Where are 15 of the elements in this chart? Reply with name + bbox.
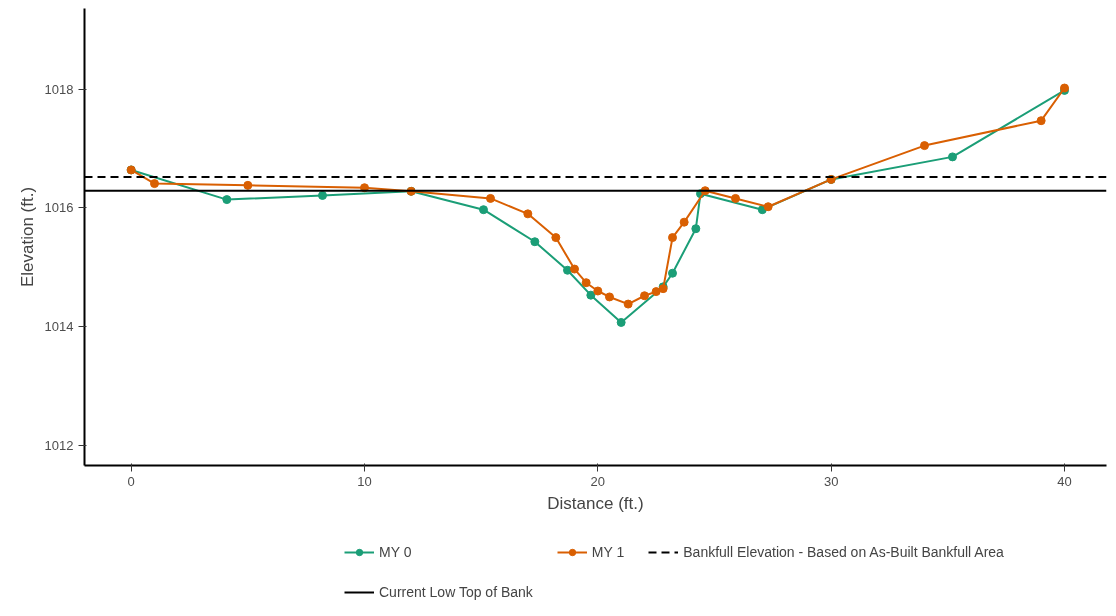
- x-tick-label: 10: [357, 473, 372, 489]
- legend-label: MY 1: [591, 544, 625, 560]
- x-axis-title: Distance (ft.): [547, 493, 644, 513]
- y-tick-label: 1014: [44, 319, 74, 335]
- y-tick-label: 1018: [44, 81, 74, 97]
- y-tick-label: 1012: [44, 437, 74, 453]
- x-tick-label: 40: [1057, 473, 1072, 489]
- x-tick-label: 0: [127, 473, 135, 489]
- y-axis-title: Elevation (ft.): [17, 186, 37, 288]
- x-tick-label: 30: [823, 473, 839, 489]
- legend-label: Current Low Top of Bank: [379, 584, 533, 600]
- legend-label: Bankfull Elevation - Based on As-Built Bankfull Area: [683, 544, 1004, 560]
- x-tick-label: 20: [590, 473, 606, 489]
- legend-label: MY 0: [379, 544, 412, 560]
- y-tick-label: 1016: [44, 200, 74, 216]
